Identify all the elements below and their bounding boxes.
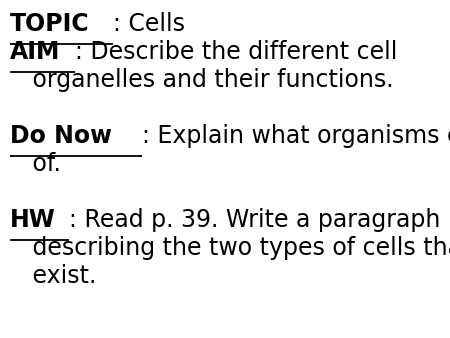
Text: : Cells: : Cells [113,12,185,36]
Text: HW: HW [10,208,56,232]
Text: exist.: exist. [10,264,96,288]
Text: Do Now: Do Now [10,124,112,148]
Text: : Explain what organisms consist: : Explain what organisms consist [142,124,450,148]
Text: : Read p. 39. Write a paragraph: : Read p. 39. Write a paragraph [69,208,441,232]
Text: TOPIC: TOPIC [10,12,90,36]
Text: : Describe the different cell: : Describe the different cell [75,40,397,64]
Text: AIM: AIM [10,40,60,64]
Text: describing the two types of cells that: describing the two types of cells that [10,236,450,260]
Text: of.: of. [10,152,61,176]
Text: organelles and their functions.: organelles and their functions. [10,68,394,92]
